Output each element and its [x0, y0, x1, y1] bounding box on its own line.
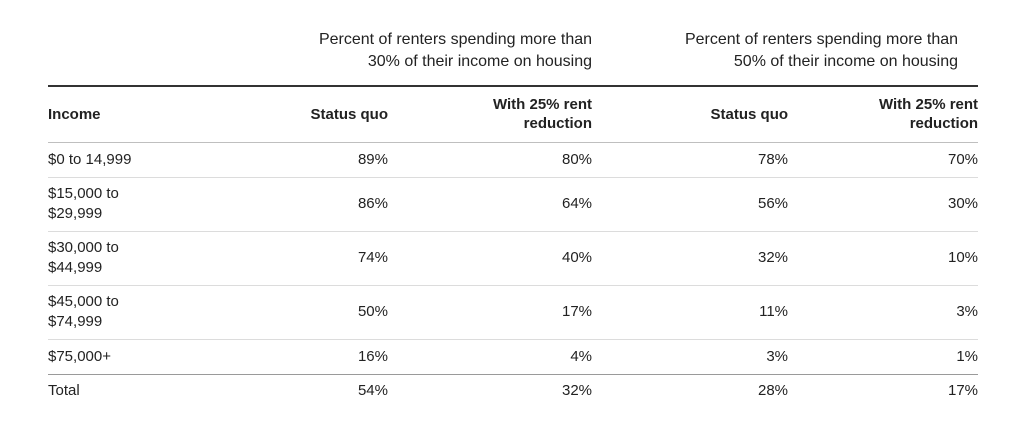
value-cell: 64% — [388, 177, 593, 232]
income-cell: $30,000 to $44,999 — [48, 231, 188, 286]
value-cell: 4% — [388, 339, 593, 375]
column-header-row: Income Status quo With 25% rent reductio… — [48, 85, 979, 143]
total-label: Total — [48, 381, 80, 399]
total-row: Total 54% 32% 28% 17% — [48, 374, 978, 407]
income-cell: $15,000 to $29,999 — [48, 177, 188, 232]
column-header-rent-reduction-50: With 25% rent reduction — [788, 85, 979, 143]
value-cell: 1% — [788, 339, 979, 375]
group-header-50-percent-text: Percent of renters spending more than 50… — [684, 31, 959, 70]
value-cell: 89% — [188, 142, 388, 178]
column-header-rent-reduction-30: With 25% rent reduction — [388, 85, 593, 143]
value-cell: 74% — [188, 231, 388, 286]
value-cell: 56% — [592, 177, 789, 232]
value-cell: 32% — [592, 231, 789, 286]
table-row: $75,000+ 16% 4% 3% 1% — [48, 339, 979, 375]
rent-burden-table-container: Percent of renters spending more than 30… — [48, 0, 979, 407]
income-cell: $75,000+ — [48, 339, 188, 375]
value-cell: 86% — [188, 177, 388, 232]
value-cell: 3% — [592, 339, 789, 375]
total-value-cell: 28% — [757, 381, 789, 399]
column-header-income: Income — [48, 85, 188, 143]
value-cell: 16% — [188, 339, 388, 375]
value-cell: 10% — [788, 231, 979, 286]
group-header-spacer — [48, 0, 188, 86]
column-header-status-quo-50: Status quo — [592, 85, 789, 143]
group-header-row: Percent of renters spending more than 30… — [48, 0, 978, 86]
income-cell: $45,000 to $74,999 — [48, 285, 188, 340]
table-row: $0 to 14,999 89% 80% 78% 70% — [48, 142, 979, 178]
value-cell: 40% — [388, 231, 593, 286]
value-cell: 50% — [188, 285, 388, 340]
group-header-50-percent: Percent of renters spending more than 50… — [592, 0, 978, 86]
column-header-status-quo-30: Status quo — [188, 85, 388, 143]
rent-burden-table: Percent of renters spending more than 30… — [48, 0, 979, 407]
value-cell: 30% — [788, 177, 979, 232]
group-header-30-percent-text: Percent of renters spending more than 30… — [318, 31, 593, 70]
value-cell: 78% — [592, 142, 789, 178]
total-value-cell: 17% — [948, 381, 979, 399]
table-row: $15,000 to $29,999 86% 64% 56% 30% — [48, 177, 979, 232]
value-cell: 11% — [592, 285, 789, 340]
table-row: $30,000 to $44,999 74% 40% 32% 10% — [48, 231, 979, 286]
value-cell: 80% — [388, 142, 593, 178]
group-header-30-percent: Percent of renters spending more than 30… — [188, 0, 592, 86]
value-cell: 3% — [788, 285, 979, 340]
income-cell: $0 to 14,999 — [48, 142, 188, 178]
total-value-cell: 54% — [357, 381, 388, 399]
total-value-cell: 32% — [561, 381, 593, 399]
value-cell: 70% — [788, 142, 979, 178]
value-cell: 17% — [388, 285, 593, 340]
table-row: $45,000 to $74,999 50% 17% 11% 3% — [48, 285, 979, 340]
